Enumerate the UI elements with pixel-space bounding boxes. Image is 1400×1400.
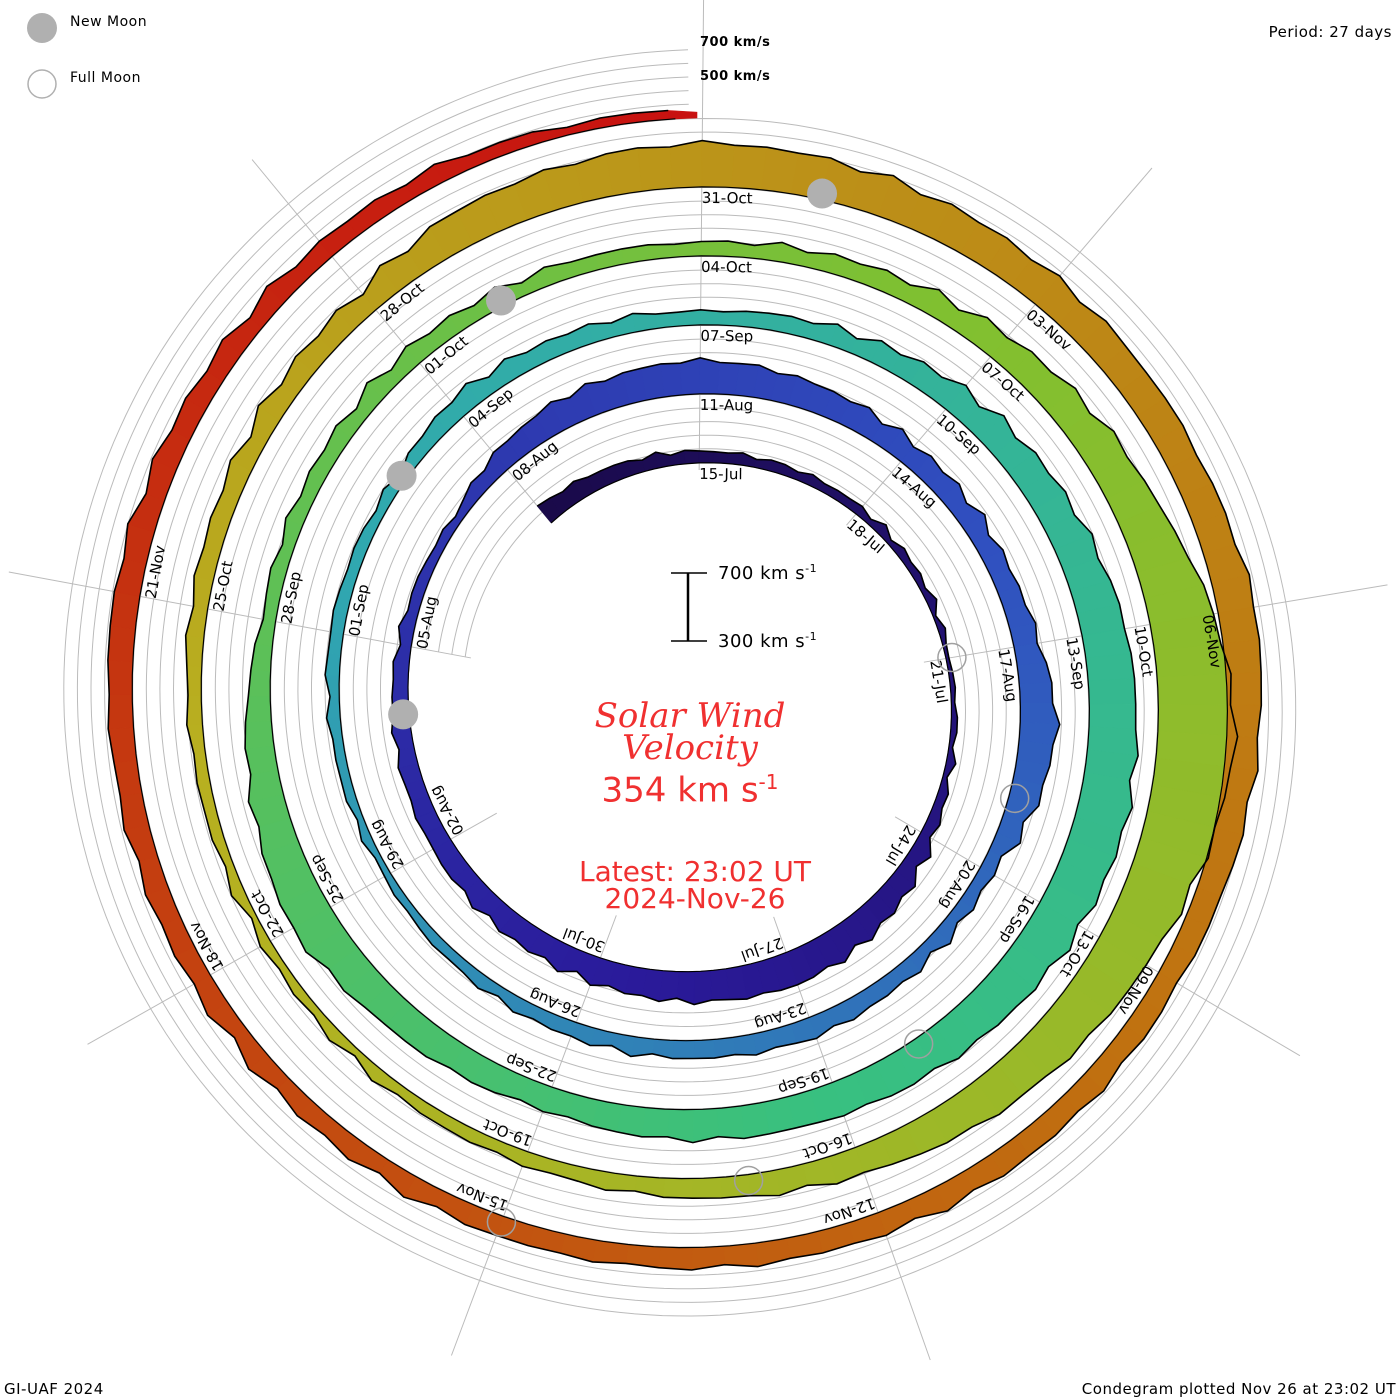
scale-top-label: 700 km s-1 [718,562,817,584]
velocity-bar [244,720,275,749]
velocity-bar [107,625,136,663]
current-velocity-value: 354 km s [601,770,759,811]
new-moon-icon [388,699,419,730]
velocity-bar [667,110,698,120]
velocity-bar [723,1242,759,1267]
radial-gridline [773,916,931,1361]
latest-time: Latest: 23:02 UT [578,855,812,888]
velocity-bar [709,968,730,1001]
legend-new-moon-label: New Moon [70,14,148,30]
velocity-bar [527,1225,566,1254]
velocity-bar [109,591,141,630]
current-velocity: 354 km s-1 [540,770,840,810]
scale-bottom-label: 300 km s-1 [718,630,817,652]
full-moon-icon [903,1029,934,1059]
radial-gridline [8,571,471,659]
velocity-bar [660,362,683,398]
spiral-gridline [76,62,1283,1303]
radial-gridline [450,915,617,1356]
footer-plot-time: Condegram plotted Nov 26 at 23:02 UT [1081,1380,1396,1398]
scale-bottom-text: 300 km s [718,631,806,652]
velocity-bar [245,695,272,723]
velocity-bar [1156,673,1232,706]
current-velocity-exp: -1 [758,770,779,794]
date-label: 11-Aug [700,396,754,414]
velocity-bar [1085,653,1135,682]
chart-title: Solar Wind Velocity [594,696,786,768]
date-label: 04-Oct [701,258,752,276]
new-moon-icon [486,285,517,316]
velocity-bar [699,357,721,395]
velocity-bar [186,665,202,696]
period-label: Period: 27 days [1268,23,1392,41]
velocity-bar [1217,606,1260,644]
velocity-bar [691,1177,722,1199]
velocity-bar [107,659,134,696]
full-moon-icon [999,783,1030,814]
legend-full-moon-label: Full Moon [70,70,141,86]
velocity-bar [684,450,700,465]
date-label: 07-Sep [700,327,753,345]
velocity-bar [691,1245,725,1271]
new-moon-icon [386,460,417,491]
velocity-bar [119,792,150,831]
velocity-bar [698,450,715,464]
spiral-gridline [90,76,1270,1290]
full-moon-icon [486,1207,517,1237]
velocity-bar [1018,682,1053,704]
velocity-bar [693,1039,715,1059]
velocity-bar [637,146,673,192]
date-label: 15-Jul [699,465,743,483]
velocity-bar [1087,678,1137,705]
grid-label-700: 700 km/s [700,35,771,50]
scale-bottom-exp: -1 [805,630,818,643]
velocity-bar [672,1040,695,1059]
velocity-bar [1219,766,1259,803]
velocity-bar [658,1246,693,1271]
velocity-bar [1013,642,1047,666]
velocity-bar [293,987,321,1016]
velocity-bar [641,1107,670,1138]
velocity-bar [731,144,768,191]
velocity-bar [185,635,205,667]
velocity-bar [123,824,158,862]
velocity-bar [693,970,713,1005]
moon-markers [386,178,1030,1237]
full-moon-icon [937,642,967,673]
radial-gridline [894,816,1301,1057]
radial-gridline [87,812,497,1045]
scale-top-text: 700 km s [718,563,806,584]
new-moon-icon [807,178,838,209]
velocity-bar [248,669,271,697]
velocity-bar [701,140,735,188]
velocity-bar [669,140,703,189]
latest-date: 2024-Nov-26 [604,882,786,915]
footer-credit: GI-UAF 2024 [4,1380,104,1398]
velocity-bar [663,1177,693,1199]
date-label: 31-Oct [702,189,753,207]
velocity-bar [722,310,747,327]
scale-top-exp: -1 [805,562,818,575]
velocity-bar [107,694,134,730]
velocity-bar [740,1101,770,1139]
velocity-bar [467,141,505,168]
velocity-bar [186,694,203,726]
legend-full-moon-icon [27,69,57,99]
velocity-bar [700,240,729,257]
velocity-bar [1224,735,1259,772]
velocity-bar [392,661,410,681]
velocity-bar [716,1105,745,1139]
velocity-bar [680,357,701,396]
scale-bar [671,572,707,642]
velocity-bar [1088,703,1136,731]
full-moon-icon [733,1165,764,1196]
grid-label-500: 500 km/s [700,69,771,84]
velocity-bar [391,679,409,698]
legend-new-moon-icon [27,13,57,43]
